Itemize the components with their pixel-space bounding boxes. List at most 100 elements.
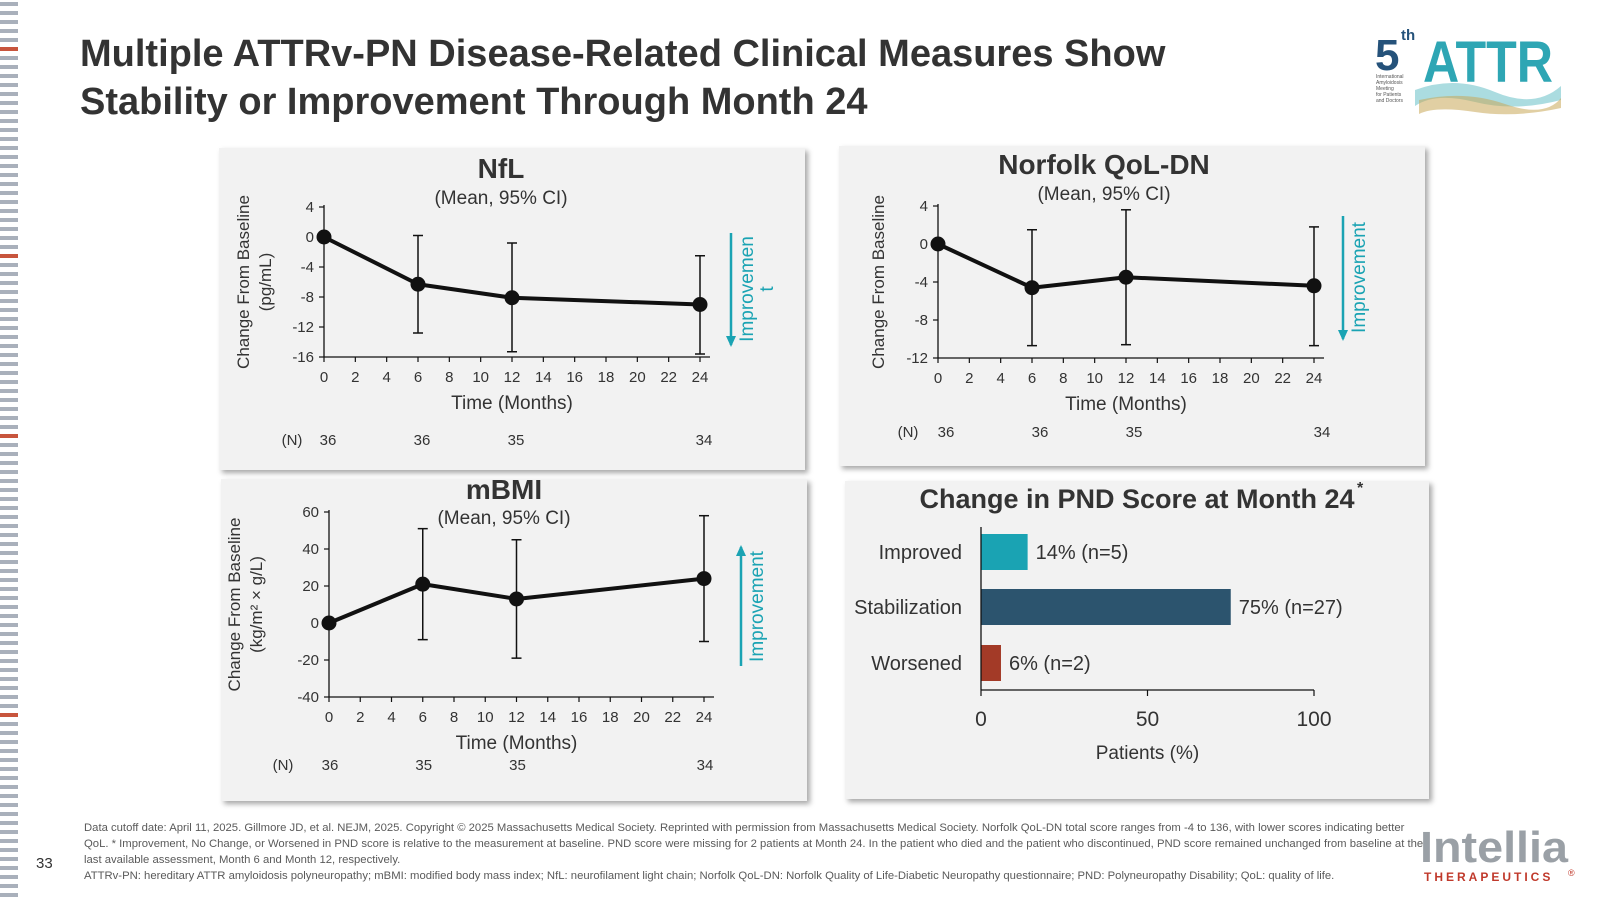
attr-meeting-logo: 5 th ATTR InternationalAmyloidosisMeetin…	[1375, 27, 1561, 115]
strip-bar	[0, 209, 18, 213]
bar-value-label: 6% (n=2)	[1009, 653, 1091, 675]
strip-bar	[0, 29, 18, 33]
strip-bar	[0, 38, 18, 42]
x-tick-label: 16	[571, 709, 588, 726]
mean-point	[1306, 278, 1322, 294]
strip-bar	[0, 866, 18, 870]
n-value: 34	[1314, 424, 1331, 441]
logo-subtitle-line: Amyloidosis	[1376, 80, 1403, 86]
chart-title: NfL	[478, 153, 525, 184]
x-tick-label: 18	[602, 709, 619, 726]
n-value: 35	[508, 432, 525, 449]
n-value: 36	[414, 432, 431, 449]
strip-bar	[0, 335, 18, 339]
intellia-tagline: THERAPEUTICS	[1424, 870, 1553, 884]
y-tick-label: 20	[302, 578, 319, 595]
strip-bar	[0, 56, 18, 60]
strip-bar	[0, 101, 18, 105]
logo-subtitle-line: for Patients	[1376, 92, 1402, 98]
x-tick-label: 16	[1180, 370, 1197, 387]
mean-line	[937, 242, 1315, 290]
strip-bar	[0, 470, 18, 474]
strip-bar	[0, 155, 18, 159]
logo-subtitle-line: and Doctors	[1376, 98, 1403, 104]
bar	[981, 589, 1231, 625]
mean-line	[328, 576, 705, 625]
x-tick-label: 16	[566, 369, 583, 386]
mean-point	[930, 236, 946, 252]
strip-bar	[0, 551, 18, 555]
strip-bar	[0, 380, 18, 384]
strip-bar	[0, 677, 18, 681]
x-tick-label: 0	[325, 709, 333, 726]
chart-subtitle: (Mean, 95% CI)	[437, 508, 570, 529]
x-tick-label: 14	[539, 709, 556, 726]
strip-bar	[0, 65, 18, 69]
improvement-arrow-label: Improvement	[747, 550, 768, 662]
strip-bar	[0, 830, 18, 834]
strip-bar	[0, 191, 18, 195]
strip-bar	[0, 722, 18, 726]
bar-category-label: Improved	[879, 542, 962, 564]
pnd-chart-panel: Change in PND Score at Month 24 * Improved…	[845, 481, 1429, 799]
strip-bar	[0, 254, 18, 258]
pnd-score-chart: Change in PND Score at Month 24 * Improved…	[854, 481, 1364, 764]
strip-bar	[0, 74, 18, 78]
strip-bar	[0, 758, 18, 762]
strip-bar	[0, 605, 18, 609]
n-value: 35	[509, 757, 526, 774]
strip-bar	[0, 686, 18, 690]
x-tick-label: 14	[1149, 370, 1166, 387]
intellia-mark: ®	[1568, 868, 1575, 878]
mean-point	[1024, 280, 1040, 296]
logo-subtitle-line: International	[1376, 74, 1404, 80]
x-tick-label: 18	[1212, 370, 1229, 387]
strip-bar	[0, 227, 18, 231]
footnote-line-2: ATTRv-PN: hereditary ATTR amyloidosis po…	[84, 870, 1335, 882]
x-axis-label: Time (Months)	[1065, 394, 1187, 415]
improvement-arrow-label: t	[757, 286, 778, 292]
x-tick-label: 12	[504, 369, 521, 386]
strip-bar	[0, 884, 18, 888]
strip-bar	[0, 416, 18, 420]
strip-bar	[0, 200, 18, 204]
strip-bar	[0, 20, 18, 24]
bar-category-label: Worsened	[871, 653, 962, 675]
n-row-label: (N)	[273, 757, 294, 774]
strip-bar	[0, 290, 18, 294]
chart-title-mark: *	[1357, 481, 1364, 497]
y-tick-label: -4	[301, 259, 314, 276]
strip-bar	[0, 317, 18, 321]
mean-line	[323, 235, 701, 307]
y-tick-label: 4	[306, 199, 314, 216]
strip-bar	[0, 443, 18, 447]
x-axis-label: Time (Months)	[456, 733, 578, 754]
strip-bar	[0, 128, 18, 132]
x-tick-label: 12	[508, 709, 525, 726]
x-tick-label: 22	[1274, 370, 1291, 387]
intellia-name: Intellia	[1420, 823, 1569, 872]
footnote-line-1: Data cutoff date: April 11, 2025. Gillmo…	[84, 822, 1424, 866]
left-decorative-strip	[0, 2, 18, 897]
strip-bar	[0, 389, 18, 393]
strip-bar	[0, 119, 18, 123]
x-tick-label: 10	[1086, 370, 1103, 387]
improvement-arrow-head	[1338, 330, 1348, 341]
y-axis-label: Change From Baseline	[869, 195, 888, 369]
strip-bar	[0, 497, 18, 501]
x-tick-label: 12	[1118, 370, 1135, 387]
x-tick-label: 24	[1306, 370, 1323, 387]
x-tick-label: 0	[320, 369, 328, 386]
strip-bar	[0, 560, 18, 564]
x-tick-label: 24	[692, 369, 709, 386]
strip-bar	[0, 479, 18, 483]
intellia-logo: Intellia THERAPEUTICS ®	[1420, 823, 1575, 884]
strip-bar	[0, 353, 18, 357]
strip-bar	[0, 704, 18, 708]
strip-bar	[0, 344, 18, 348]
x-tick-label: 2	[351, 369, 359, 386]
x-tick-label: 4	[382, 369, 390, 386]
n-row-label: (N)	[282, 432, 303, 449]
y-axis-label: Change From Baseline	[225, 518, 244, 692]
strip-bar	[0, 533, 18, 537]
